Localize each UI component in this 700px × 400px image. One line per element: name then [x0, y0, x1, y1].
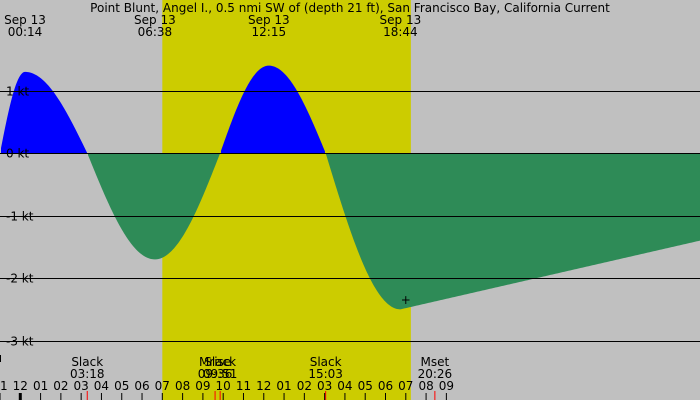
- hour-label-8: 07: [155, 379, 170, 393]
- hour-label-20: 07: [398, 379, 413, 393]
- extreme-date-3: Sep 13: [380, 13, 422, 27]
- extreme-date-1: Sep 13: [134, 13, 176, 27]
- moon-label-4: Mset: [421, 355, 450, 369]
- y-axis-labels: 1 kt 0 kt -1 kt -2 kt -3 kt: [6, 85, 34, 349]
- ebb-lobe-1: [88, 153, 220, 260]
- current-curve: [1, 65, 700, 310]
- y-tick-label-4: -3 kt: [6, 335, 34, 349]
- hour-label-15: 02: [297, 379, 312, 393]
- moon-label-3: Mrise: [199, 355, 231, 369]
- hour-label-3: 02: [53, 379, 68, 393]
- hour-label-22: 09: [439, 379, 454, 393]
- hour-label-19: 06: [378, 379, 393, 393]
- hour-label-14: 01: [276, 379, 291, 393]
- hour-label-0: 11: [0, 379, 8, 393]
- hour-label-2: 01: [33, 379, 48, 393]
- extreme-date-0: Sep 13: [4, 13, 46, 27]
- hour-label-5: 04: [94, 379, 109, 393]
- hour-label-1: 12: [13, 379, 28, 393]
- extreme-time-1: 06:38: [138, 25, 173, 39]
- hour-label-4: 03: [74, 379, 89, 393]
- hour-label-10: 09: [195, 379, 210, 393]
- moon-time-3: 09:36: [198, 367, 233, 381]
- hour-label-18: 05: [358, 379, 373, 393]
- ebb-lobe-3: [326, 153, 700, 310]
- hour-label-7: 06: [134, 379, 149, 393]
- hour-label-16: 03: [317, 379, 332, 393]
- hour-label-6: 05: [114, 379, 129, 393]
- y-tick-label-3: -2 kt: [6, 272, 34, 286]
- flood-lobe-0: [1, 71, 87, 154]
- slack-label-0: Slack: [71, 355, 103, 369]
- y-tick-label-1: 0 kt: [6, 147, 29, 161]
- chart-title: Point Blunt, Angel I., 0.5 nmi SW of (de…: [90, 1, 610, 15]
- hour-axis: 11 12 01 02 03 04 05 06 07 08 09 10 11 12 01 02 03 04 05 06…: [0, 355, 454, 400]
- slack-label-1: Slack: [204, 355, 236, 369]
- y-tick-label-0: 1 kt: [6, 85, 29, 99]
- extreme-date-2: Sep 13: [248, 13, 290, 27]
- y-tick-label-2: -1 kt: [6, 210, 34, 224]
- hour-label-13: 12: [256, 379, 271, 393]
- extreme-time-3: 18:44: [383, 25, 418, 39]
- current-time-marker: +: [401, 293, 411, 307]
- hour-label-9: 08: [175, 379, 190, 393]
- hour-label-21: 08: [418, 379, 433, 393]
- slack-time-0: 03:18: [70, 367, 105, 381]
- slack-time-1: 09:51: [203, 367, 238, 381]
- gridlines: [0, 91, 700, 342]
- hour-label-12: 11: [236, 379, 251, 393]
- event-labels: Slack03:18Slack09:51Slack15:03Mrise09:36…: [70, 355, 452, 400]
- slack-label-2: Slack: [310, 355, 342, 369]
- extreme-time-0: 00:14: [8, 25, 43, 39]
- flood-lobe-2: [221, 65, 325, 154]
- moon-time-4: 20:26: [418, 367, 453, 381]
- hour-label-11: 10: [216, 379, 231, 393]
- hour-label-17: 04: [337, 379, 352, 393]
- extreme-time-2: 12:15: [252, 25, 287, 39]
- slack-time-2: 15:03: [308, 367, 343, 381]
